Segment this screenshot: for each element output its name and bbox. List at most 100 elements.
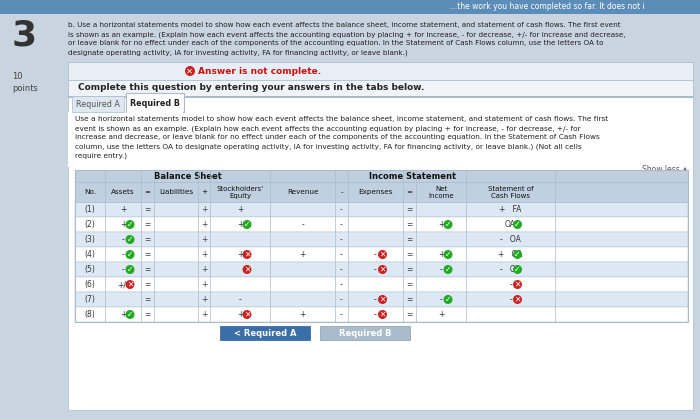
Text: ✓: ✓ xyxy=(444,265,452,274)
Circle shape xyxy=(125,250,134,259)
Text: -: - xyxy=(509,295,512,304)
Bar xyxy=(127,111,183,113)
Bar xyxy=(320,326,410,340)
Text: -: - xyxy=(301,220,304,229)
Circle shape xyxy=(125,310,134,319)
Bar xyxy=(75,262,688,277)
Text: +: + xyxy=(120,220,126,229)
Circle shape xyxy=(378,265,387,274)
Text: ✓: ✓ xyxy=(127,265,133,274)
Text: +: + xyxy=(120,205,126,214)
Circle shape xyxy=(185,66,195,76)
Text: Complete this question by entering your answers in the tabs below.: Complete this question by entering your … xyxy=(78,83,424,93)
Text: ✕: ✕ xyxy=(379,295,386,304)
Bar xyxy=(72,96,124,112)
Circle shape xyxy=(378,250,387,259)
Text: =: = xyxy=(144,265,150,274)
Text: +: + xyxy=(201,220,207,229)
Bar xyxy=(68,80,693,96)
Text: -: - xyxy=(509,280,512,289)
Text: -: - xyxy=(239,295,241,304)
Text: ✕: ✕ xyxy=(186,67,192,76)
Text: +: + xyxy=(201,235,207,244)
Text: is shown as an example. (Explain how each event affects the accounting equation : is shown as an example. (Explain how eac… xyxy=(68,31,626,37)
Bar xyxy=(75,217,688,232)
Circle shape xyxy=(242,265,251,274)
Circle shape xyxy=(444,295,452,304)
Text: +: + xyxy=(201,205,207,214)
Circle shape xyxy=(444,220,452,229)
Bar xyxy=(126,93,184,112)
Text: Stockholders': Stockholders' xyxy=(216,186,264,192)
Text: b. Use a horizontal statements model to show how each event affects the balance : b. Use a horizontal statements model to … xyxy=(68,22,621,28)
Text: =: = xyxy=(406,295,413,304)
Text: -: - xyxy=(340,250,343,259)
Text: +: + xyxy=(201,295,207,304)
Text: -: - xyxy=(340,189,343,195)
Text: -   OA: - OA xyxy=(500,235,521,244)
Text: ✓: ✓ xyxy=(244,220,250,229)
Bar xyxy=(68,96,693,98)
Text: -: - xyxy=(122,250,125,259)
Bar xyxy=(75,307,688,322)
Text: =: = xyxy=(144,310,150,319)
Text: ✕: ✕ xyxy=(514,280,521,289)
Circle shape xyxy=(242,310,251,319)
Text: (4): (4) xyxy=(85,250,95,259)
Text: -: - xyxy=(340,265,343,274)
Circle shape xyxy=(513,280,522,289)
Circle shape xyxy=(378,295,387,304)
Text: ✕: ✕ xyxy=(244,250,250,259)
Text: -: - xyxy=(340,220,343,229)
Text: -: - xyxy=(374,265,377,274)
Circle shape xyxy=(125,280,134,289)
Text: -: - xyxy=(440,265,442,274)
Text: Income Statement: Income Statement xyxy=(369,171,456,181)
Text: -: - xyxy=(340,295,343,304)
Text: ✓: ✓ xyxy=(444,295,452,304)
Text: 3: 3 xyxy=(12,18,37,52)
Text: +: + xyxy=(237,205,243,214)
Bar xyxy=(75,170,688,322)
Text: =: = xyxy=(406,205,413,214)
Text: ✕: ✕ xyxy=(244,310,250,319)
Text: or leave blank for no effect under each of the components of the accounting equa: or leave blank for no effect under each … xyxy=(68,40,603,46)
Text: =: = xyxy=(406,220,413,229)
Text: ✕: ✕ xyxy=(127,280,133,289)
Text: Cash Flows: Cash Flows xyxy=(491,193,530,199)
Text: =: = xyxy=(144,250,150,259)
Text: ✕: ✕ xyxy=(244,265,250,274)
Text: designate operating activity, IA for investing activity, FA for financing activi: designate operating activity, IA for inv… xyxy=(68,49,407,55)
Text: +: + xyxy=(201,189,207,195)
Text: +: + xyxy=(201,280,207,289)
Text: +: + xyxy=(438,310,444,319)
Text: ✕: ✕ xyxy=(514,295,521,304)
Circle shape xyxy=(513,220,522,229)
Text: -   OA: - OA xyxy=(500,265,521,274)
Text: =: = xyxy=(406,235,413,244)
Circle shape xyxy=(242,220,251,229)
Text: Income: Income xyxy=(428,193,454,199)
Text: -: - xyxy=(340,280,343,289)
Circle shape xyxy=(513,265,522,274)
Text: -: - xyxy=(340,310,343,319)
Text: ✓: ✓ xyxy=(514,250,521,259)
Text: ✕: ✕ xyxy=(379,265,386,274)
Text: OA: OA xyxy=(505,220,516,229)
Text: =: = xyxy=(144,295,150,304)
Text: +: + xyxy=(120,310,126,319)
Circle shape xyxy=(444,265,452,274)
Text: Answer is not complete.: Answer is not complete. xyxy=(198,67,321,75)
Text: column, use the letters OA to designate operating activity, IA for investing act: column, use the letters OA to designate … xyxy=(75,143,582,150)
Text: (1): (1) xyxy=(85,205,95,214)
Text: Required B: Required B xyxy=(339,328,391,337)
Text: increase and decrease, or leave blank for no effect under each of the components: increase and decrease, or leave blank fo… xyxy=(75,134,600,140)
Text: +   FA: + FA xyxy=(499,205,522,214)
Text: ✕: ✕ xyxy=(379,250,386,259)
Text: +: + xyxy=(237,220,243,229)
Text: < Required A: < Required A xyxy=(234,328,296,337)
Text: +: + xyxy=(201,265,207,274)
Text: +: + xyxy=(201,250,207,259)
Bar xyxy=(75,202,688,217)
Bar xyxy=(75,277,688,292)
